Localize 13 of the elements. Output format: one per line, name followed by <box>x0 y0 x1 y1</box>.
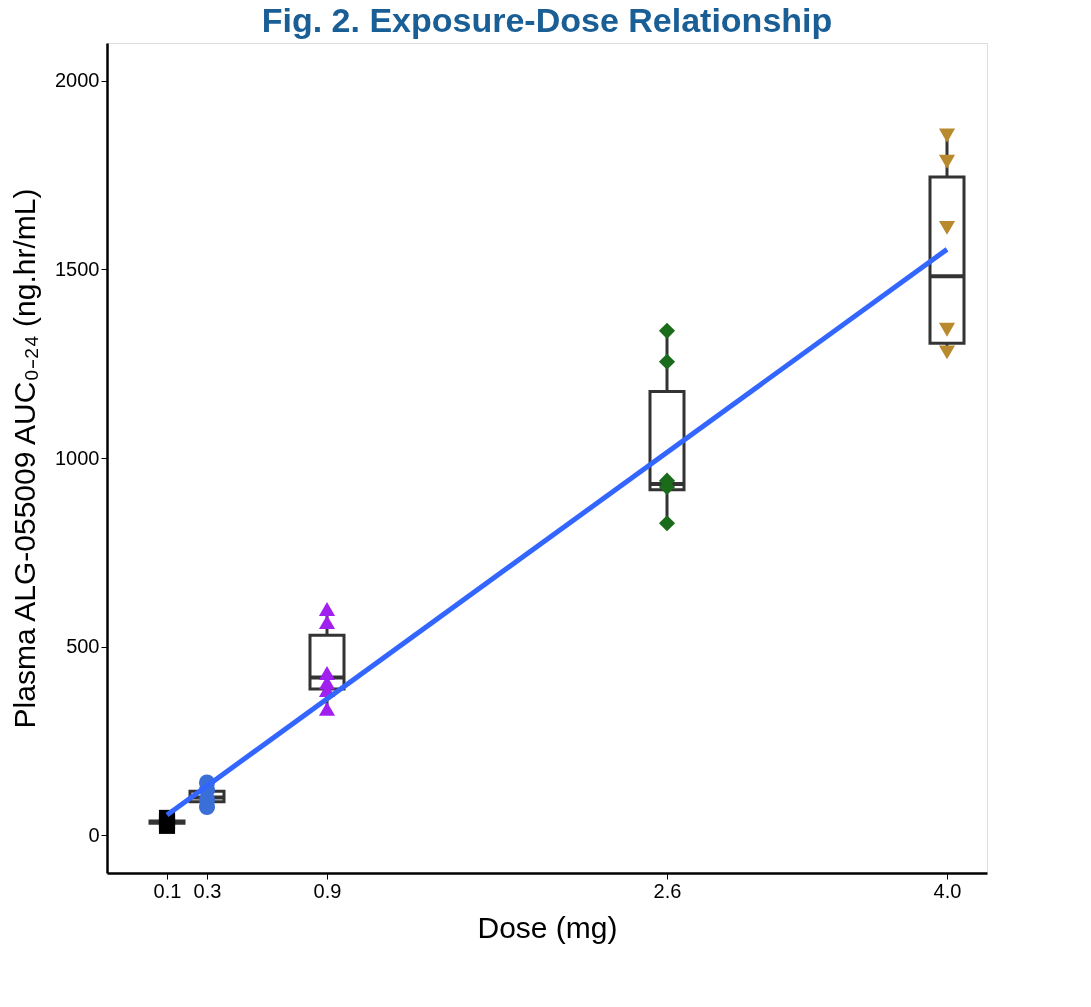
y-axis-title: Plasma ALG-055009 AUC₀₋₂₄ (ng.hr/mL) <box>8 188 42 729</box>
y-tick-label: 2000 <box>55 69 100 92</box>
y-tick-label: 1500 <box>55 257 100 280</box>
x-tick-label: 0.3 <box>193 879 222 902</box>
x-tick-label: 0.1 <box>153 879 182 902</box>
y-tick-label: 0 <box>88 823 100 846</box>
chart-title: Fig. 2. Exposure-Dose Relationship <box>261 1 833 39</box>
y-tick-label: 1000 <box>55 446 100 469</box>
x-tick-label: 2.6 <box>653 879 682 902</box>
y-tick-label: 500 <box>66 635 100 658</box>
x-tick-label: 4.0 <box>933 879 962 902</box>
x-axis-title: Dose (mg) <box>477 910 618 944</box>
x-tick-label: 0.9 <box>313 879 342 902</box>
